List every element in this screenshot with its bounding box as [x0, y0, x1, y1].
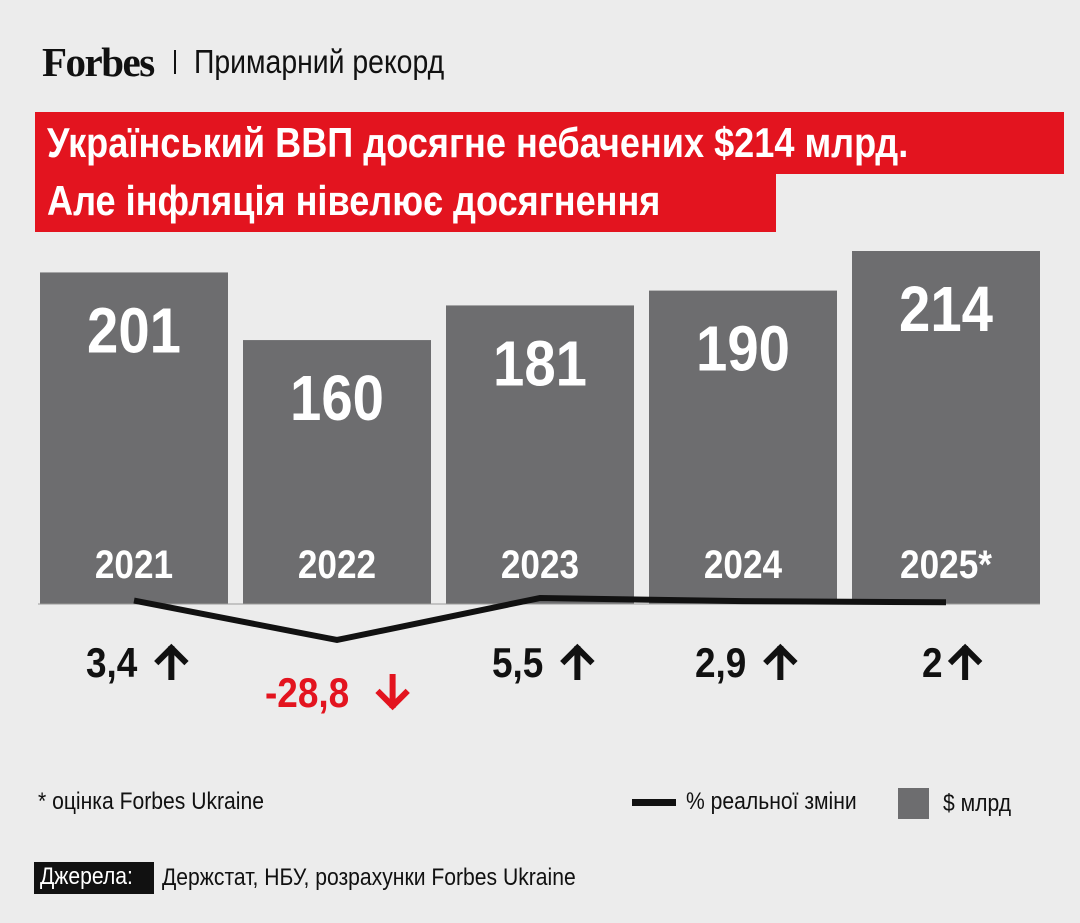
bar-1 [243, 340, 431, 604]
rubric-title: Примарний рекорд [193, 43, 444, 80]
sources-label-text: Джерела: [40, 863, 133, 890]
year-tick-label: 2021 [95, 542, 173, 587]
bar-value-label: 214 [899, 273, 993, 345]
growth-value-label: 2,9 [695, 640, 746, 687]
legend-bar-item: $ млрд [898, 788, 1020, 819]
legend-bar-label: $ млрд [943, 789, 1012, 817]
bar-3 [649, 290, 837, 604]
arrow-up-icon [947, 643, 983, 680]
bar-4 [852, 251, 1040, 604]
headline-line-1-text: Український ВВП досягне небачених $214 м… [47, 119, 909, 166]
year-tick-label: 2024 [704, 542, 782, 587]
arrow-down-icon [375, 674, 410, 711]
bar-0 [40, 272, 228, 604]
legend-bar-swatch [898, 788, 929, 819]
sources-text: Держстат, НБУ, розрахунки Forbes Ukraine [161, 864, 576, 891]
year-tick-label: 2025* [900, 542, 992, 587]
growth-value-label: 5,5 [492, 640, 543, 687]
arrow-up-icon [763, 643, 798, 680]
legend-line-swatch [632, 798, 676, 806]
year-tick-label: 2022 [298, 542, 376, 587]
arrow-up-icon [154, 643, 189, 680]
arrow-up-icon [560, 643, 595, 680]
growth-value-label: -28,8 [265, 670, 349, 717]
growth-value-label: 2 [922, 640, 943, 687]
header-divider [173, 50, 176, 74]
footnote-text: * оцінка Forbes Ukraine [38, 788, 264, 815]
bar-value-label: 160 [290, 362, 384, 434]
legend-line-label: % реальної зміни [686, 788, 857, 815]
headline-line-1: Український ВВП досягне небачених $214 м… [35, 112, 1065, 174]
header: Forbes Примарний рекорд [42, 38, 485, 86]
bar-value-label: 190 [696, 312, 790, 384]
bar-value-label: 181 [493, 327, 587, 399]
real-change-line [133, 594, 947, 644]
sources: Джерела: Держстат, НБУ, розрахунки Forbe… [34, 862, 632, 894]
bar-value-label: 201 [87, 294, 181, 366]
headline-line-2: Але інфляція нівелює досягнення [35, 170, 777, 232]
sources-label: Джерела: [34, 862, 154, 894]
legend-line-item: % реальної зміни [632, 788, 880, 816]
bar-2 [446, 305, 634, 604]
headline-line-2-text: Але інфляція нівелює досягнення [47, 177, 661, 224]
year-tick-label: 2023 [501, 542, 579, 587]
forbes-logo: Forbes [42, 39, 155, 85]
footnote: * оцінка Forbes Ukraine [38, 788, 295, 816]
growth-value-label: 3,4 [86, 640, 137, 687]
